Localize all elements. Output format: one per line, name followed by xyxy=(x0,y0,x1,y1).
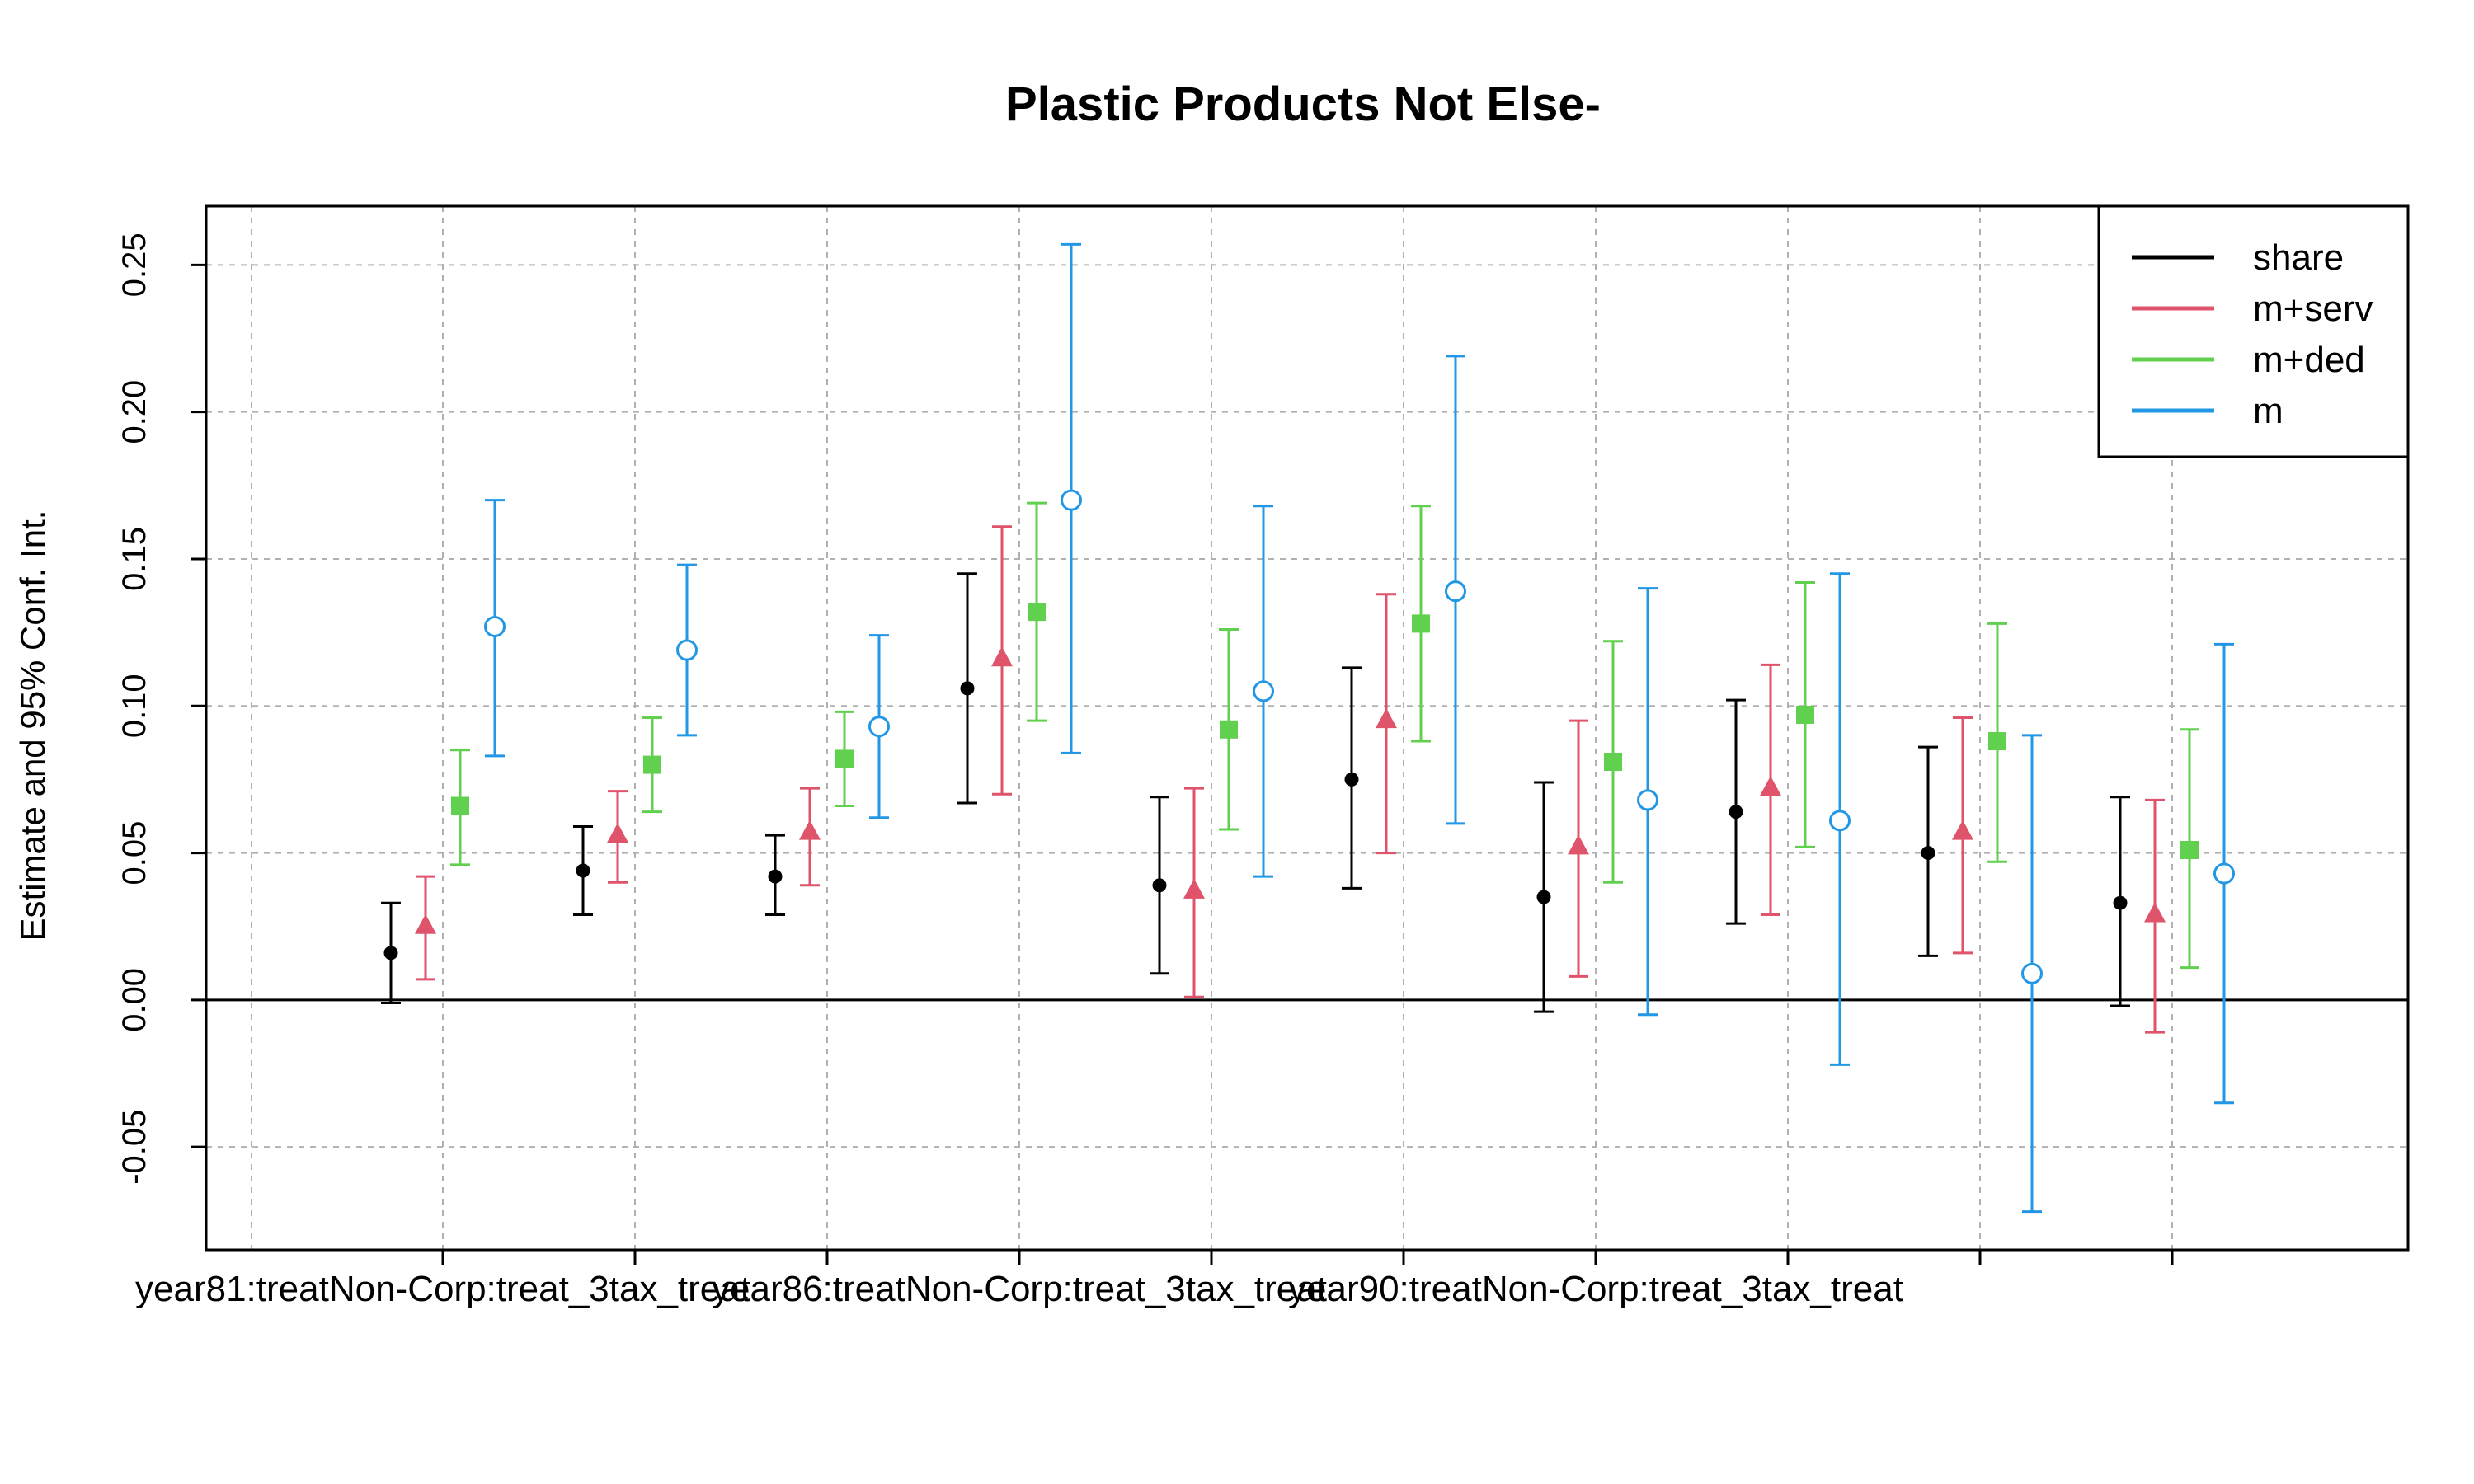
y-tick-label: 0.25 xyxy=(116,232,153,297)
plot-frame xyxy=(205,204,2410,1252)
x-tick-label: year86:treatNon-Corp:treat_3tax_treat xyxy=(712,1269,1327,1309)
point-marker xyxy=(1536,890,1551,904)
point-marker xyxy=(1796,705,1814,724)
point-marker xyxy=(1152,878,1167,893)
point-marker xyxy=(2213,862,2235,885)
legend-box xyxy=(2097,204,2410,458)
point-marker xyxy=(2021,962,2043,984)
point-marker xyxy=(451,796,469,815)
point-marker xyxy=(1760,776,1781,796)
x-tick-label: year81:treatNon-Corp:treat_3tax_treat xyxy=(135,1269,750,1309)
y-tick-label: 0.00 xyxy=(116,968,153,1032)
legend-label: share xyxy=(2253,237,2344,278)
point-marker xyxy=(415,913,436,934)
legend: share m+serv m+ded m xyxy=(2097,204,2410,458)
point-marker xyxy=(676,639,698,661)
legend-label: m xyxy=(2253,391,2284,431)
point-marker xyxy=(799,819,821,840)
point-marker xyxy=(768,869,783,884)
point-marker xyxy=(1220,720,1238,739)
point-marker xyxy=(1568,834,1589,855)
point-marker xyxy=(383,946,398,960)
point-marker xyxy=(1604,753,1622,772)
point-marker xyxy=(484,615,506,637)
chart-title: Plastic Products Not Else- xyxy=(1005,77,1601,131)
point-marker xyxy=(1829,810,1851,832)
point-marker xyxy=(1729,805,1743,819)
point-marker xyxy=(868,716,890,738)
point-marker xyxy=(1988,732,2006,751)
point-marker xyxy=(1344,772,1359,787)
point-marker xyxy=(1028,603,1046,622)
y-tick-label: 0.15 xyxy=(116,527,153,591)
y-tick-label: 0.05 xyxy=(116,821,153,885)
data-layer xyxy=(381,242,2235,1214)
point-marker xyxy=(1921,846,1935,861)
point-marker xyxy=(2144,902,2166,923)
y-tick-label: -0.05 xyxy=(116,1110,153,1185)
y-tick-label: 0.20 xyxy=(116,380,153,444)
y-tick-label: 0.10 xyxy=(116,674,153,738)
point-marker xyxy=(1061,489,1082,511)
point-marker xyxy=(1376,708,1397,729)
point-marker xyxy=(576,863,590,878)
grid-layer xyxy=(206,206,2408,1250)
point-marker xyxy=(835,749,854,768)
point-marker xyxy=(1253,680,1274,702)
point-marker xyxy=(2113,895,2128,910)
x-tick-label: year90:treatNon-Corp:treat_3tax_treat xyxy=(1288,1269,1903,1309)
point-marker xyxy=(991,646,1013,667)
y-axis-label: Estimate and 95% Conf. Int. xyxy=(13,510,52,942)
point-marker xyxy=(607,823,628,843)
legend-label: m+serv xyxy=(2253,289,2373,329)
point-marker xyxy=(1412,614,1430,633)
point-marker xyxy=(1952,819,1973,840)
point-marker xyxy=(643,755,661,774)
point-marker xyxy=(1445,580,1466,603)
point-marker xyxy=(1183,878,1205,899)
point-marker xyxy=(1637,789,1658,811)
legend-label: m+ded xyxy=(2253,340,2365,380)
point-marker xyxy=(960,681,975,696)
axes-layer: -0.05 0.00 0.05 0.10 0.15 0.20 0.25 year81:trea… xyxy=(116,204,2410,1309)
point-marker xyxy=(2180,840,2199,859)
